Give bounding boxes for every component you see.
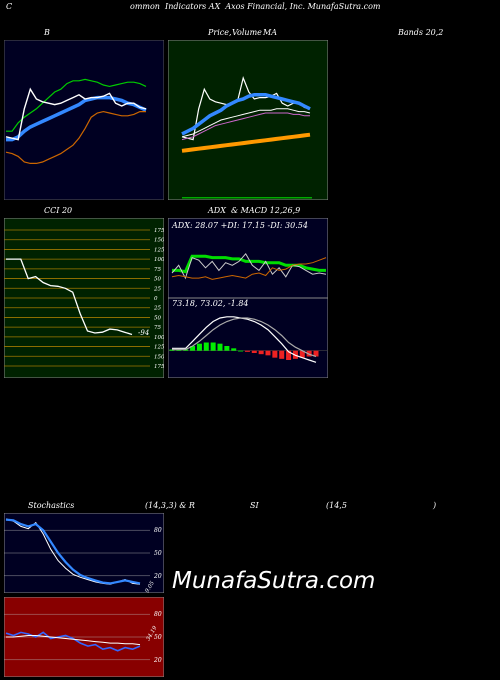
macd-histogram-bar bbox=[286, 350, 292, 360]
bollinger-series-middle bbox=[6, 95, 147, 142]
macd-histogram-bar bbox=[299, 350, 305, 358]
macd-histogram-bar bbox=[258, 350, 264, 355]
stochastics-tick-label: 20 bbox=[153, 573, 162, 580]
macd-values: 73.18, 73.02, -1.84 bbox=[172, 299, 249, 308]
adx-series-di_minus bbox=[171, 257, 327, 280]
stochastics-series-d bbox=[5, 518, 141, 585]
bollinger-chart bbox=[4, 40, 164, 200]
bollinger-series-lower bbox=[5, 110, 146, 165]
macd-histogram-bar bbox=[244, 350, 250, 352]
label-close-paren: ) bbox=[433, 501, 437, 510]
stochastics-tick-label: 50 bbox=[154, 550, 162, 557]
macd-background bbox=[168, 298, 328, 378]
bollinger-series-upper bbox=[6, 78, 147, 132]
macd-histogram-bar bbox=[190, 346, 196, 351]
label-si: SI bbox=[250, 501, 259, 510]
macd-histogram-bar bbox=[224, 346, 230, 351]
label-rsi-period: (14,5 bbox=[326, 501, 347, 510]
rsi-series-rsi_ma bbox=[6, 635, 141, 646]
macd-histogram-bar bbox=[313, 350, 319, 357]
label-bands: Bands 20,2 bbox=[398, 28, 444, 37]
stochastics-chart: 80 50 20 9.05 bbox=[4, 513, 164, 593]
price_ma-series-ma_mid bbox=[181, 108, 311, 138]
macd-series-signal bbox=[172, 317, 317, 358]
adx-chart: ADX: 28.07 +DI: 17.15 -DI: 30.54 bbox=[168, 218, 328, 298]
label-ma: MA bbox=[263, 28, 277, 37]
macd-histogram-bar bbox=[265, 350, 271, 356]
cci-tick-label: 50 bbox=[154, 277, 161, 283]
adx-values: ADX: 28.07 +DI: 17.15 -DI: 30.54 bbox=[171, 221, 308, 230]
rsi-tick-label: 20 bbox=[153, 657, 162, 664]
label-bollinger: B bbox=[44, 28, 50, 37]
stochastics-tick-label: 80 bbox=[154, 527, 162, 534]
macd-histogram-bar bbox=[231, 348, 237, 351]
adx-series-di_plus bbox=[171, 252, 327, 280]
rsi-series-rsi bbox=[5, 631, 141, 652]
cci-tick-label: 100 bbox=[154, 257, 164, 263]
volume-bar-strip bbox=[182, 197, 312, 199]
macd-histogram-bar bbox=[210, 342, 216, 351]
adx-series-adx bbox=[172, 254, 326, 274]
label-stoch-params: (14,3,3) & R bbox=[145, 501, 195, 510]
cci-series-cci bbox=[6, 258, 133, 336]
rsi-tick-label: 50 bbox=[154, 634, 162, 641]
macd-histogram-bar bbox=[251, 350, 257, 353]
cci-last-value: -94 bbox=[138, 329, 149, 337]
macd-histogram-bar bbox=[217, 343, 223, 351]
cci-tick-label: 150 bbox=[154, 238, 164, 244]
cci-tick-label: 175 bbox=[154, 228, 164, 234]
price_ma-series-ma_short bbox=[181, 93, 311, 136]
label-volume: Volume bbox=[232, 28, 262, 37]
cci-tick-label: 75 bbox=[154, 267, 161, 273]
macd-series-macd bbox=[172, 316, 317, 363]
price_ma-series-ma_long bbox=[181, 132, 311, 153]
macd-histogram-bar bbox=[279, 350, 285, 359]
watermark: MunafaSutra.com bbox=[172, 568, 376, 594]
macd-chart: 73.18, 73.02, -1.84 bbox=[168, 298, 328, 378]
cci-tick-label: 125 bbox=[154, 345, 164, 351]
macd-histogram-bar bbox=[238, 350, 244, 352]
label-adx-macd: ADX & MACD 12,26,9 bbox=[208, 206, 301, 215]
macd-histogram-bar bbox=[203, 342, 209, 351]
macd-histogram-bar bbox=[196, 343, 202, 351]
cci-tick-label: 100 bbox=[154, 335, 164, 341]
bollinger-background bbox=[4, 40, 164, 200]
label-stochastics: Stochastics bbox=[28, 501, 75, 510]
macd-histogram-bar bbox=[272, 350, 278, 358]
cci-tick-label: 125 bbox=[154, 247, 164, 253]
label-price: Price, bbox=[208, 28, 232, 37]
cci-chart: 175 150 125 100 75 50 25 0 25 50 75 100 125 150 175 -9… bbox=[4, 218, 164, 378]
rsi-tick-label: 80 bbox=[154, 611, 162, 618]
cci-tick-label: 150 bbox=[154, 354, 164, 360]
price-ma-chart bbox=[168, 40, 328, 200]
price_ma-series-price bbox=[181, 76, 311, 141]
header-c: C bbox=[6, 2, 13, 11]
cci-tick-label: 0 bbox=[154, 296, 158, 302]
price_ma-series-ma_mid2 bbox=[181, 112, 310, 141]
header-title: ommon Indicators AX Axos Financial, Inc.… bbox=[130, 2, 381, 11]
cci-tick-label: 25 bbox=[153, 306, 161, 312]
stochastics-last-value: 9.05 bbox=[145, 580, 157, 593]
bollinger-series-close bbox=[5, 87, 147, 141]
cci-tick-label: 75 bbox=[154, 325, 161, 331]
price-ma-background bbox=[168, 40, 328, 200]
cci-tick-label: 25 bbox=[153, 286, 161, 292]
cci-tick-label: 175 bbox=[154, 364, 164, 370]
cci-tick-label: 50 bbox=[154, 315, 161, 321]
label-cci: CCI 20 bbox=[44, 206, 73, 215]
